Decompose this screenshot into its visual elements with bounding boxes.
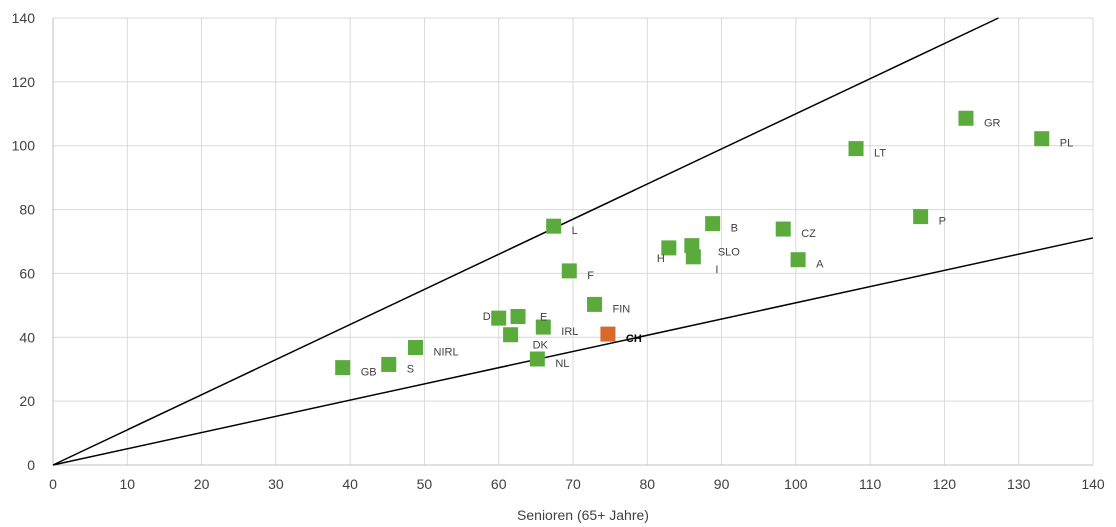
data-point [529,351,545,367]
point-label: CH [626,333,642,345]
data-points [335,110,1050,376]
x-tick-label: 120 [933,476,957,492]
data-point [408,340,424,356]
x-tick-label: 130 [1007,476,1031,492]
data-point [1034,131,1050,147]
data-point [705,216,721,232]
y-tick-label: 60 [19,265,35,281]
tick-labels: 0 10 20 30 40 50 60 70 80 90 100 110 120 130 140 0 20 40 6… [12,10,1105,492]
point-label: P [939,216,946,228]
x-tick-label: 140 [1081,476,1105,492]
point-label: H [657,253,665,265]
x-tick-label: 80 [639,476,655,492]
x-tick-label: 0 [49,476,57,492]
point-label: GB [361,367,377,379]
x-tick-label: 40 [342,476,358,492]
reference-line [52,17,999,466]
point-label: FIN [613,303,631,315]
reference-line [52,237,1094,466]
point-label: F [587,270,594,282]
point-label: NIRL [434,347,459,359]
data-point [561,263,577,279]
x-tick-label: 60 [491,476,507,492]
point-label: S [407,363,414,375]
grid [53,17,1094,465]
point-label: I [715,264,718,276]
data-point [491,310,507,326]
data-point [600,326,616,342]
y-tick-label: 0 [27,457,35,473]
data-point [381,356,397,372]
point-label: DK [533,340,549,352]
point-label: D [483,311,491,323]
point-label: B [731,223,738,235]
point-label: E [540,312,547,324]
x-axis-title: Senioren (65+ Jahre) [517,507,649,523]
x-tick-label: 30 [268,476,284,492]
x-tick-label: 110 [859,476,882,492]
axes [52,18,1093,466]
data-point [503,327,519,343]
point-label: IRL [561,326,578,338]
point-label: GR [984,117,1001,129]
x-tick-label: 70 [565,476,581,492]
data-point [958,110,974,126]
reference-lines [52,17,1094,466]
data-point [685,249,701,265]
y-tick-label: 100 [12,138,36,154]
y-tick-label: 120 [12,74,36,90]
point-label: NL [555,358,569,370]
y-tick-label: 80 [19,202,35,218]
point-label: LT [874,148,886,160]
point-label: SLO [718,247,740,259]
point-label: PL [1060,138,1073,150]
data-point [546,218,562,234]
x-tick-label: 10 [119,476,135,492]
data-point [775,221,791,237]
data-point [335,360,351,376]
data-point [913,209,929,225]
x-tick-label: 20 [194,476,210,492]
y-tick-label: 140 [12,10,36,26]
point-label: L [572,225,578,237]
data-point [848,141,864,157]
data-point [661,240,677,256]
point-label: CZ [801,228,816,240]
point-label: A [816,259,824,271]
data-point [535,319,551,335]
x-tick-label: 100 [784,476,808,492]
data-point [510,309,526,325]
y-tick-label: 20 [19,393,35,409]
y-tick-label: 40 [19,329,35,345]
x-tick-label: 50 [417,476,433,492]
data-point [587,296,603,312]
x-tick-label: 90 [714,476,730,492]
data-point [790,252,806,268]
